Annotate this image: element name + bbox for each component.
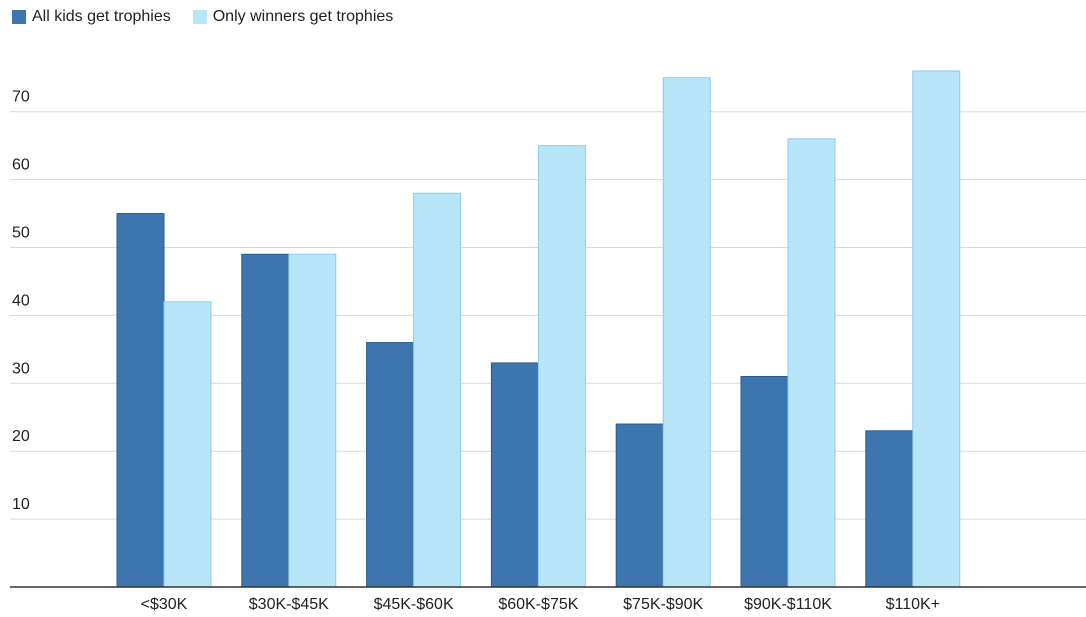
y-tick-label: 10: [12, 496, 30, 513]
x-category-label: <$30K: [141, 596, 188, 613]
y-tick-label: 30: [12, 360, 30, 377]
legend: All kids get trophies Only winners get t…: [12, 8, 393, 26]
legend-item-only-winners: Only winners get trophies: [192, 8, 394, 26]
legend-swatch-all-kids: [12, 10, 26, 24]
bar-only-winners: [662, 77, 711, 588]
bar-all-kids: [615, 423, 664, 588]
y-tick-label: 50: [12, 225, 30, 242]
y-tick-label: 40: [12, 292, 30, 309]
legend-label-all-kids: All kids get trophies: [32, 8, 171, 25]
bar-all-kids: [490, 362, 539, 588]
bar-only-winners: [912, 70, 961, 588]
y-tick-label: 20: [12, 428, 30, 445]
bar-all-kids: [740, 376, 789, 588]
bar-only-winners: [288, 253, 337, 588]
legend-label-only-winners: Only winners get trophies: [212, 8, 394, 25]
x-category-label: $30K-$45K: [249, 596, 329, 613]
x-category-label: $75K-$90K: [623, 596, 703, 613]
x-category-label: $60K-$75K: [498, 596, 578, 613]
bar-only-winners: [787, 138, 836, 588]
x-category-label: $110K+: [886, 596, 940, 613]
bar-all-kids: [865, 430, 914, 588]
legend-item-all-kids: All kids get trophies: [12, 8, 171, 26]
x-category-label: $90K-$110K: [744, 596, 832, 613]
x-category-label: $45K-$60K: [374, 596, 454, 613]
bar-only-winners: [413, 192, 462, 588]
legend-swatch-only-winners: [192, 10, 207, 24]
y-tick-label: 70: [12, 89, 30, 106]
bar-all-kids: [116, 213, 165, 588]
bar-all-kids: [241, 253, 290, 588]
bar-only-winners: [163, 301, 212, 588]
y-tick-label: 60: [12, 157, 30, 174]
bar-all-kids: [366, 342, 415, 588]
bar-only-winners: [537, 145, 586, 588]
